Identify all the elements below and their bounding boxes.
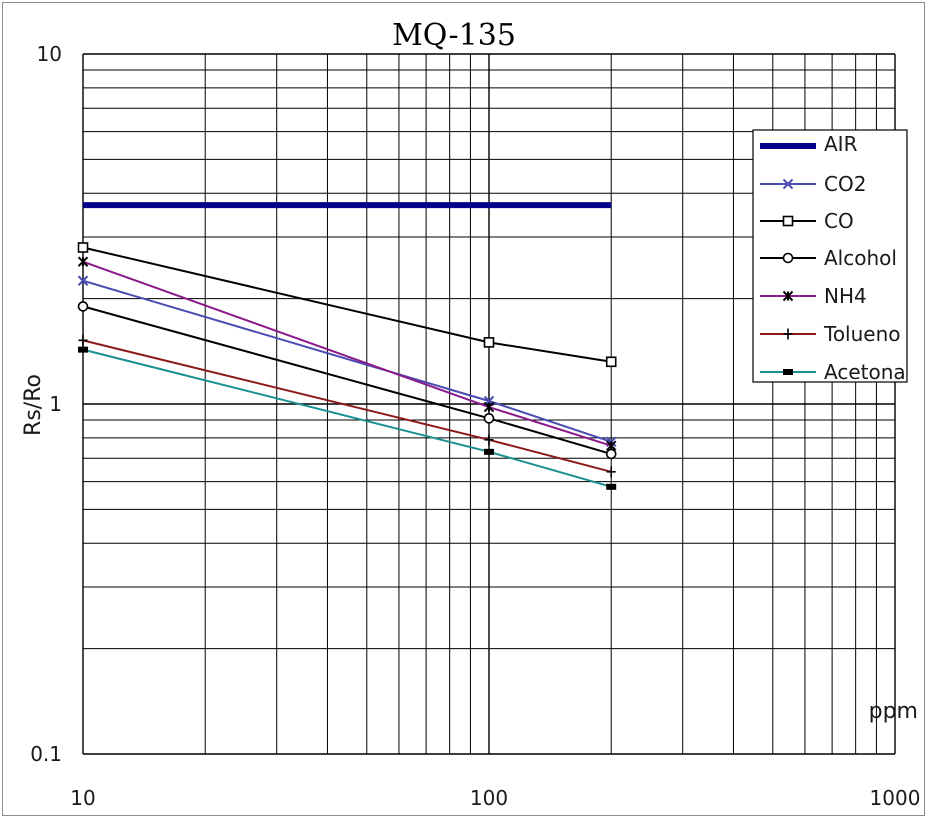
legend-label-nh4: NH4 xyxy=(824,284,867,308)
data-point-alcohol xyxy=(605,448,617,460)
data-point-alcohol xyxy=(77,301,89,312)
data-point-co xyxy=(483,337,495,348)
series-acetona xyxy=(78,346,617,490)
data-point-tolueno xyxy=(606,466,616,478)
y-axis-label: Rs/Ro xyxy=(21,374,46,436)
data-point-nh4 xyxy=(606,440,617,451)
x-axis-label: ppm xyxy=(869,699,918,724)
x-tick-label: 10 xyxy=(70,786,95,810)
legend-marker-acetona xyxy=(783,369,793,375)
legend-label-co: CO xyxy=(824,209,854,233)
tick-labels: 10 100 1000 10 1 0.1 xyxy=(30,42,920,810)
y-tick-label: 0.1 xyxy=(30,742,62,766)
legend-marker-co xyxy=(782,215,794,227)
legend-label-co2: CO2 xyxy=(824,172,866,196)
series-line-acetona xyxy=(82,348,612,488)
data-point-tolueno xyxy=(484,434,494,446)
legend-marker-alcohol xyxy=(782,252,794,264)
data-point-acetona xyxy=(78,346,88,353)
series-line-nh4 xyxy=(82,260,612,447)
legend-marker-co2 xyxy=(782,178,794,190)
data-point-acetona xyxy=(484,448,494,455)
series-alcohol xyxy=(77,301,617,460)
data-point-tolueno xyxy=(78,334,88,346)
legend-label-air: AIR xyxy=(824,132,858,156)
series-tolueno xyxy=(78,334,616,478)
data-point-nh4 xyxy=(77,256,89,267)
data-point-nh4 xyxy=(483,401,495,413)
series-layer xyxy=(77,202,617,490)
y-tick-label: 1 xyxy=(49,392,62,416)
legend-marker-nh4 xyxy=(782,290,794,302)
x-tick-label: 1000 xyxy=(870,786,921,810)
legend-marker-tolueno xyxy=(783,328,793,340)
x-tick-label: 100 xyxy=(470,786,508,810)
series-nh4 xyxy=(77,256,617,451)
series-line-alcohol xyxy=(82,305,612,455)
series-co xyxy=(77,242,617,368)
data-point-acetona xyxy=(606,483,617,490)
data-point-alcohol xyxy=(483,413,495,424)
series-line-co2 xyxy=(82,279,612,443)
data-point-co2 xyxy=(77,275,89,286)
chart-title: MQ-135 xyxy=(392,18,516,53)
legend-box xyxy=(752,129,908,383)
series-line-tolueno xyxy=(82,339,612,473)
data-point-co xyxy=(77,242,89,253)
legend-label-acetona: Acetona xyxy=(824,360,906,384)
y-tick-label: 10 xyxy=(37,42,62,66)
legend-label-tolueno: Tolueno xyxy=(823,322,901,346)
data-point-co xyxy=(605,356,617,368)
legend: AIR CO2 CO Alcohol NH4 Tolueno Acetona xyxy=(752,129,908,384)
legend-label-alcohol: Alcohol xyxy=(824,246,897,270)
